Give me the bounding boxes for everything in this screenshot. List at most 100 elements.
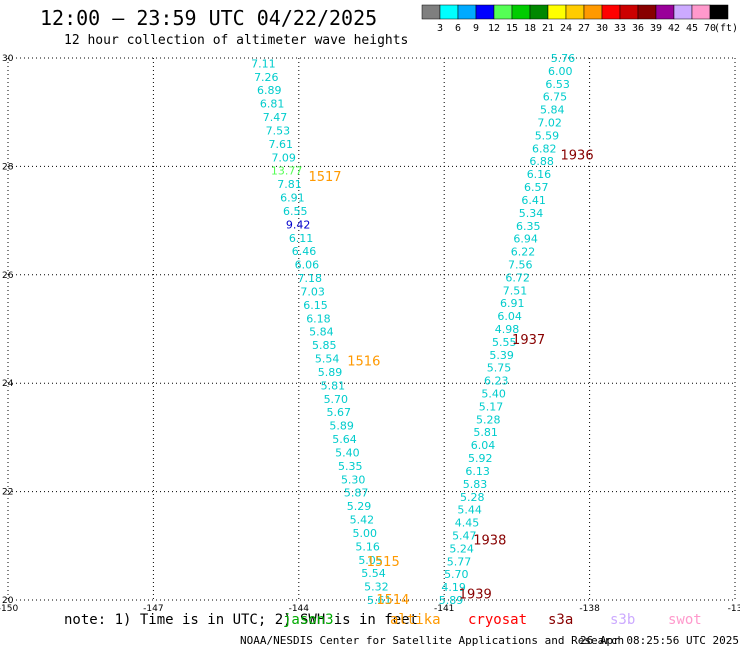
colorbar-swatch — [475, 4, 495, 20]
legend-item-s3b: s3b — [610, 612, 636, 628]
colorbar-swatch — [511, 4, 531, 20]
wave-height-track-a: 5.05 — [358, 554, 383, 567]
wave-height-track-a: 6.46 — [292, 245, 317, 258]
wave-height-track-a: 6.91 — [280, 192, 305, 205]
wave-height-track-a: 5.32 — [364, 581, 389, 594]
wave-height-track-a: 5.81 — [321, 379, 346, 392]
colorbar-label: 3 — [437, 23, 443, 34]
wave-height-track-b: 6.94 — [513, 233, 538, 246]
wave-height-track-b: 6.41 — [521, 194, 546, 207]
wave-height-track-b: 5.84 — [540, 104, 565, 117]
wave-height-track-a: 5.89 — [318, 366, 343, 379]
wave-height-track-a: 6.81 — [260, 98, 285, 111]
wave-height-track-b: 6.72 — [505, 271, 530, 284]
colorbar-swatch — [583, 4, 603, 20]
wave-height-track-a: 7.61 — [269, 138, 294, 151]
wave-height-track-a: 5.89 — [329, 420, 354, 433]
wave-height-track-a: 7.18 — [298, 272, 323, 285]
colorbar-swatch — [547, 4, 567, 20]
x-tick-label: -150 — [0, 604, 18, 614]
track-label: 1517 — [308, 170, 341, 185]
x-tick-label: -147 — [143, 604, 163, 614]
legend-item-altika: altika — [390, 612, 441, 628]
colorbar — [421, 4, 729, 20]
wave-height-track-b: 5.40 — [481, 388, 506, 401]
wave-height-track-a: 5.85 — [312, 339, 337, 352]
colorbar-label: 70 — [704, 23, 716, 34]
track-label: 1514 — [376, 593, 409, 608]
colorbar-swatch — [709, 4, 729, 20]
wave-height-track-a: 7.11 — [251, 57, 276, 70]
track-label: 1516 — [347, 355, 380, 370]
wave-height-track-b: 5.28 — [476, 413, 501, 426]
colorbar-label: 12 — [488, 23, 500, 34]
colorbar-swatch — [691, 4, 711, 20]
x-tick-label: -141 — [434, 604, 454, 614]
wave-height-track-a: 5.64 — [332, 433, 357, 446]
wave-height-track-b: 5.92 — [468, 452, 493, 465]
axis-ticks: -150 -147 -144 -141 -138 -13 30 28 26 24 22 20 — [0, 54, 740, 614]
wave-height-track-a: 5.00 — [353, 527, 378, 540]
wave-height-track-b: 4.98 — [495, 323, 520, 336]
wave-height-track-b: 4.45 — [455, 517, 480, 530]
wave-height-track-b: 5.75 — [487, 362, 512, 375]
colorbar-units: (ft) — [714, 23, 738, 34]
footer-credit: NOAA/NESDIS Center for Satellite Applica… — [240, 634, 625, 647]
wave-height-track-b: 5.55 — [492, 336, 517, 349]
wave-height-track-a: 5.29 — [347, 500, 372, 513]
wave-height-track-a: 5.16 — [355, 540, 380, 553]
wave-height-track-a: 7.81 — [277, 178, 302, 191]
wave-height-track-a: 5.40 — [335, 446, 360, 459]
wave-height-track-b: 7.51 — [503, 284, 528, 297]
wave-height-track-a: 7.09 — [271, 151, 296, 164]
wave-height-track-b: 6.53 — [545, 78, 570, 91]
wave-height-track-b: 6.04 — [471, 439, 496, 452]
y-tick-label: 22 — [2, 488, 13, 498]
wave-height-track-b: 5.17 — [479, 400, 504, 413]
wave-height-track-a: 5.30 — [341, 473, 366, 486]
colorbar-label: 39 — [650, 23, 662, 34]
y-tick-label: 20 — [2, 596, 14, 606]
colorbar-label: 45 — [686, 23, 698, 34]
legend-item-jason3: jason3 — [283, 612, 334, 628]
wave-height-track-b: 7.02 — [537, 117, 562, 130]
wave-height-track-b: 5.70 — [444, 568, 469, 581]
x-tick-label: -138 — [579, 604, 600, 614]
colorbar-label: 24 — [560, 23, 572, 34]
colorbar-swatch — [439, 4, 459, 20]
wave-height-track-b: 6.82 — [532, 142, 557, 155]
y-tick-label: 26 — [2, 271, 14, 281]
colorbar-labels: 3 6 9 12 15 18 21 24 27 30 33 36 39 42 45 70 — [437, 23, 716, 34]
y-tick-label: 28 — [2, 162, 14, 172]
wave-height-track-a: 7.26 — [254, 71, 279, 84]
y-tick-label: 24 — [2, 379, 14, 389]
wave-height-track-a: 6.15 — [303, 299, 328, 312]
wave-height-track-b: 6.13 — [465, 465, 490, 478]
x-tick-label: -144 — [289, 604, 310, 614]
wave-height-track-a: 7.03 — [300, 285, 325, 298]
colorbar-swatch — [673, 4, 693, 20]
wave-height-track-a: 7.47 — [263, 111, 288, 124]
colorbar-label: 27 — [578, 23, 590, 34]
wave-height-track-a: 5.67 — [326, 406, 351, 419]
colorbar-swatch — [565, 4, 585, 20]
wave-height-track-b: 5.83 — [463, 478, 488, 491]
wave-height-track-b: 4.19 — [441, 581, 466, 594]
wave-height-track-a: 5.42 — [350, 514, 375, 527]
wave-height-track-a: 6.18 — [306, 312, 331, 325]
y-tick-label: 30 — [2, 54, 14, 64]
wave-height-track-b: 5.76 — [551, 52, 576, 65]
x-tick-label: -13 — [728, 604, 740, 614]
legend-item-s3a: s3a — [548, 612, 574, 628]
colorbar-swatch — [619, 4, 639, 20]
track-label: 1938 — [473, 533, 506, 548]
wave-height-track-b: 5.47 — [452, 529, 477, 542]
footer-timestamp: 26 Apr 08:25:56 UTC 2025 — [580, 634, 739, 647]
wave-height-track-a: 5.35 — [338, 460, 363, 473]
wave-height-track-a: 7.53 — [266, 124, 291, 137]
wave-height-track-a: 5.54 — [315, 353, 340, 366]
wave-height-track-b: 5.81 — [473, 426, 498, 439]
wave-height-track-b: 6.35 — [516, 220, 541, 233]
colorbar-swatch — [655, 4, 675, 20]
